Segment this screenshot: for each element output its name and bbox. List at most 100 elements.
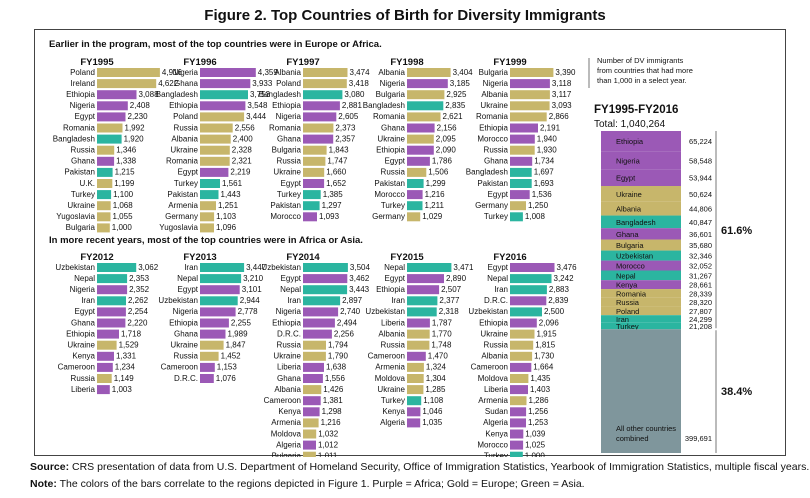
stack-value-14: 27,807	[689, 307, 712, 316]
bar-FY2015-2	[407, 285, 440, 295]
bar-value-FY2013-4: 2,778	[238, 307, 259, 316]
bar-label-FY1997-4: Nigeria	[276, 112, 302, 121]
bar-label-FY1999-1: Nigeria	[483, 79, 509, 88]
stack-segment-11	[601, 280, 681, 290]
bar-label-FY1995-2: Ethiopia	[66, 90, 95, 99]
bar-FY1996-4	[200, 112, 245, 122]
stack-label-5: Bangladesh	[616, 218, 656, 227]
stack-label-4: Albania	[616, 205, 642, 214]
bar-label-FY2012-11: Liberia	[71, 385, 96, 394]
bar-FY1996-13	[200, 212, 215, 222]
bar-FY2016-12	[510, 396, 527, 406]
bar-FY2016-13	[510, 407, 527, 417]
bar-value-FY2016-16: 1,025	[525, 440, 546, 449]
bar-value-FY2014-8: 1,790	[328, 352, 349, 361]
footnote-note-label: Note:	[30, 478, 57, 490]
bar-label-FY2013-10: D.R.C.	[174, 374, 198, 383]
bar-value-FY2016-0: 3,476	[557, 263, 578, 272]
bar-value-FY2012-10: 1,149	[114, 374, 135, 383]
bar-label-FY2014-10: Ghana	[277, 374, 302, 383]
bar-value-FY2012-2: 2,352	[129, 285, 150, 294]
bar-FY1998-0	[407, 68, 451, 77]
bar-value-FY2012-9: 1,234	[115, 363, 136, 372]
bar-label-FY2016-16: Morocco	[477, 440, 508, 449]
bar-FY1998-13	[407, 212, 421, 222]
stack-value-16: 21,208	[689, 322, 712, 331]
bar-FY2016-11	[510, 385, 528, 395]
bar-value-FY2016-11: 1,403	[530, 385, 551, 394]
bar-label-FY2016-9: Cameroon	[471, 363, 508, 372]
bar-value-FY1998-6: 2,095	[436, 134, 457, 143]
bar-value-FY2014-11: 1,426	[323, 385, 344, 394]
bar-value-FY2013-5: 2,255	[231, 318, 252, 327]
bar-value-FY2015-11: 1,285	[425, 385, 446, 394]
bar-value-FY1996-7: 2,328	[232, 146, 253, 155]
bar-label-FY1995-6: Bangladesh	[53, 134, 95, 143]
bar-value-FY2015-8: 1,470	[428, 352, 449, 361]
bar-value-FY1999-0: 3,390	[555, 68, 576, 77]
bar-value-FY2012-11: 1,003	[112, 385, 133, 394]
panel-title-FY2013: FY2013	[183, 252, 216, 263]
bar-FY1997-4	[303, 112, 337, 122]
bar-value-FY2015-3: 2,377	[439, 296, 460, 305]
bar-FY1996-1	[200, 79, 251, 89]
bar-FY1995-5	[97, 123, 123, 133]
bar-value-FY1995-10: 1,199	[114, 179, 135, 188]
bar-label-FY2014-7: Russia	[277, 341, 302, 350]
bar-FY2015-12	[407, 396, 422, 406]
bar-FY2014-0	[303, 263, 348, 272]
bar-value-FY2015-10: 1,304	[426, 374, 447, 383]
stack-segment-17	[601, 329, 681, 453]
bar-label-FY1998-2: Bulgaria	[376, 90, 406, 99]
bar-FY2012-10	[97, 374, 112, 383]
bar-label-FY2014-4: Nigeria	[276, 307, 302, 316]
bar-label-FY1995-7: Russia	[71, 146, 96, 155]
bar-FY2016-15	[510, 429, 524, 439]
bar-label-FY2015-0: Nepal	[384, 263, 405, 272]
bar-value-FY2013-3: 2,944	[240, 296, 261, 305]
bar-FY2012-7	[97, 340, 117, 350]
bar-value-FY1996-1: 3,933	[252, 79, 273, 88]
stack-segment-16	[601, 322, 681, 330]
bar-value-FY1999-3: 3,093	[552, 101, 573, 110]
bar-value-FY1998-9: 1,506	[428, 168, 449, 177]
bar-label-FY1998-6: Ukraine	[377, 134, 405, 143]
bar-label-FY2012-2: Nigeria	[70, 285, 96, 294]
bar-label-FY1996-8: Romania	[166, 157, 199, 166]
bar-value-FY1995-0: 4,916	[162, 68, 183, 77]
bar-value-FY2016-8: 1,730	[534, 352, 555, 361]
bar-label-FY2015-2: Ethiopia	[376, 285, 405, 294]
bar-FY2015-6	[407, 329, 430, 339]
stack-subtitle: Total: 1,040,264	[594, 119, 666, 130]
bar-FY1998-2	[407, 90, 445, 100]
bar-FY2014-3	[303, 296, 341, 306]
bar-label-FY1999-4: Romania	[476, 112, 509, 121]
stack-value-5: 40,847	[689, 218, 712, 227]
bar-label-FY2014-3: Iran	[287, 296, 301, 305]
bar-FY2013-1	[200, 274, 242, 284]
bar-value-FY1999-5: 2,191	[540, 123, 561, 132]
bar-FY2014-16	[303, 440, 316, 450]
stack-label-other-line-2: combined	[616, 434, 649, 443]
bar-value-FY1997-9: 1,660	[326, 168, 347, 177]
bar-label-FY2016-1: Nepal	[487, 274, 508, 283]
bar-label-FY2016-5: Ethiopia	[479, 318, 508, 327]
bar-FY1996-3	[200, 101, 246, 111]
bar-FY1998-12	[407, 201, 423, 211]
bar-label-FY1999-0: Bulgaria	[479, 68, 509, 77]
bar-label-FY2016-7: Russia	[484, 341, 509, 350]
footnote-source-text: CRS presentation of data from U.S. Depar…	[72, 461, 810, 473]
bar-FY2014-14	[303, 418, 319, 428]
bar-label-FY2016-13: Sudan	[485, 407, 508, 416]
bar-label-FY2014-0: Uzbekistan	[261, 263, 301, 272]
bar-FY2014-15	[303, 429, 317, 439]
bar-value-FY2016-12: 1,286	[529, 396, 550, 405]
bar-value-FY2013-6: 1,989	[228, 329, 249, 338]
bar-label-FY1999-10: Pakistan	[477, 179, 508, 188]
bar-FY1996-0	[200, 68, 256, 77]
bar-value-FY2015-6: 1,770	[432, 329, 453, 338]
bar-value-FY2013-9: 1,153	[217, 363, 238, 372]
bar-value-FY2015-12: 1,108	[423, 396, 444, 405]
bar-label-FY1996-12: Armenia	[168, 201, 198, 210]
bar-label-FY2012-1: Nepal	[74, 274, 95, 283]
